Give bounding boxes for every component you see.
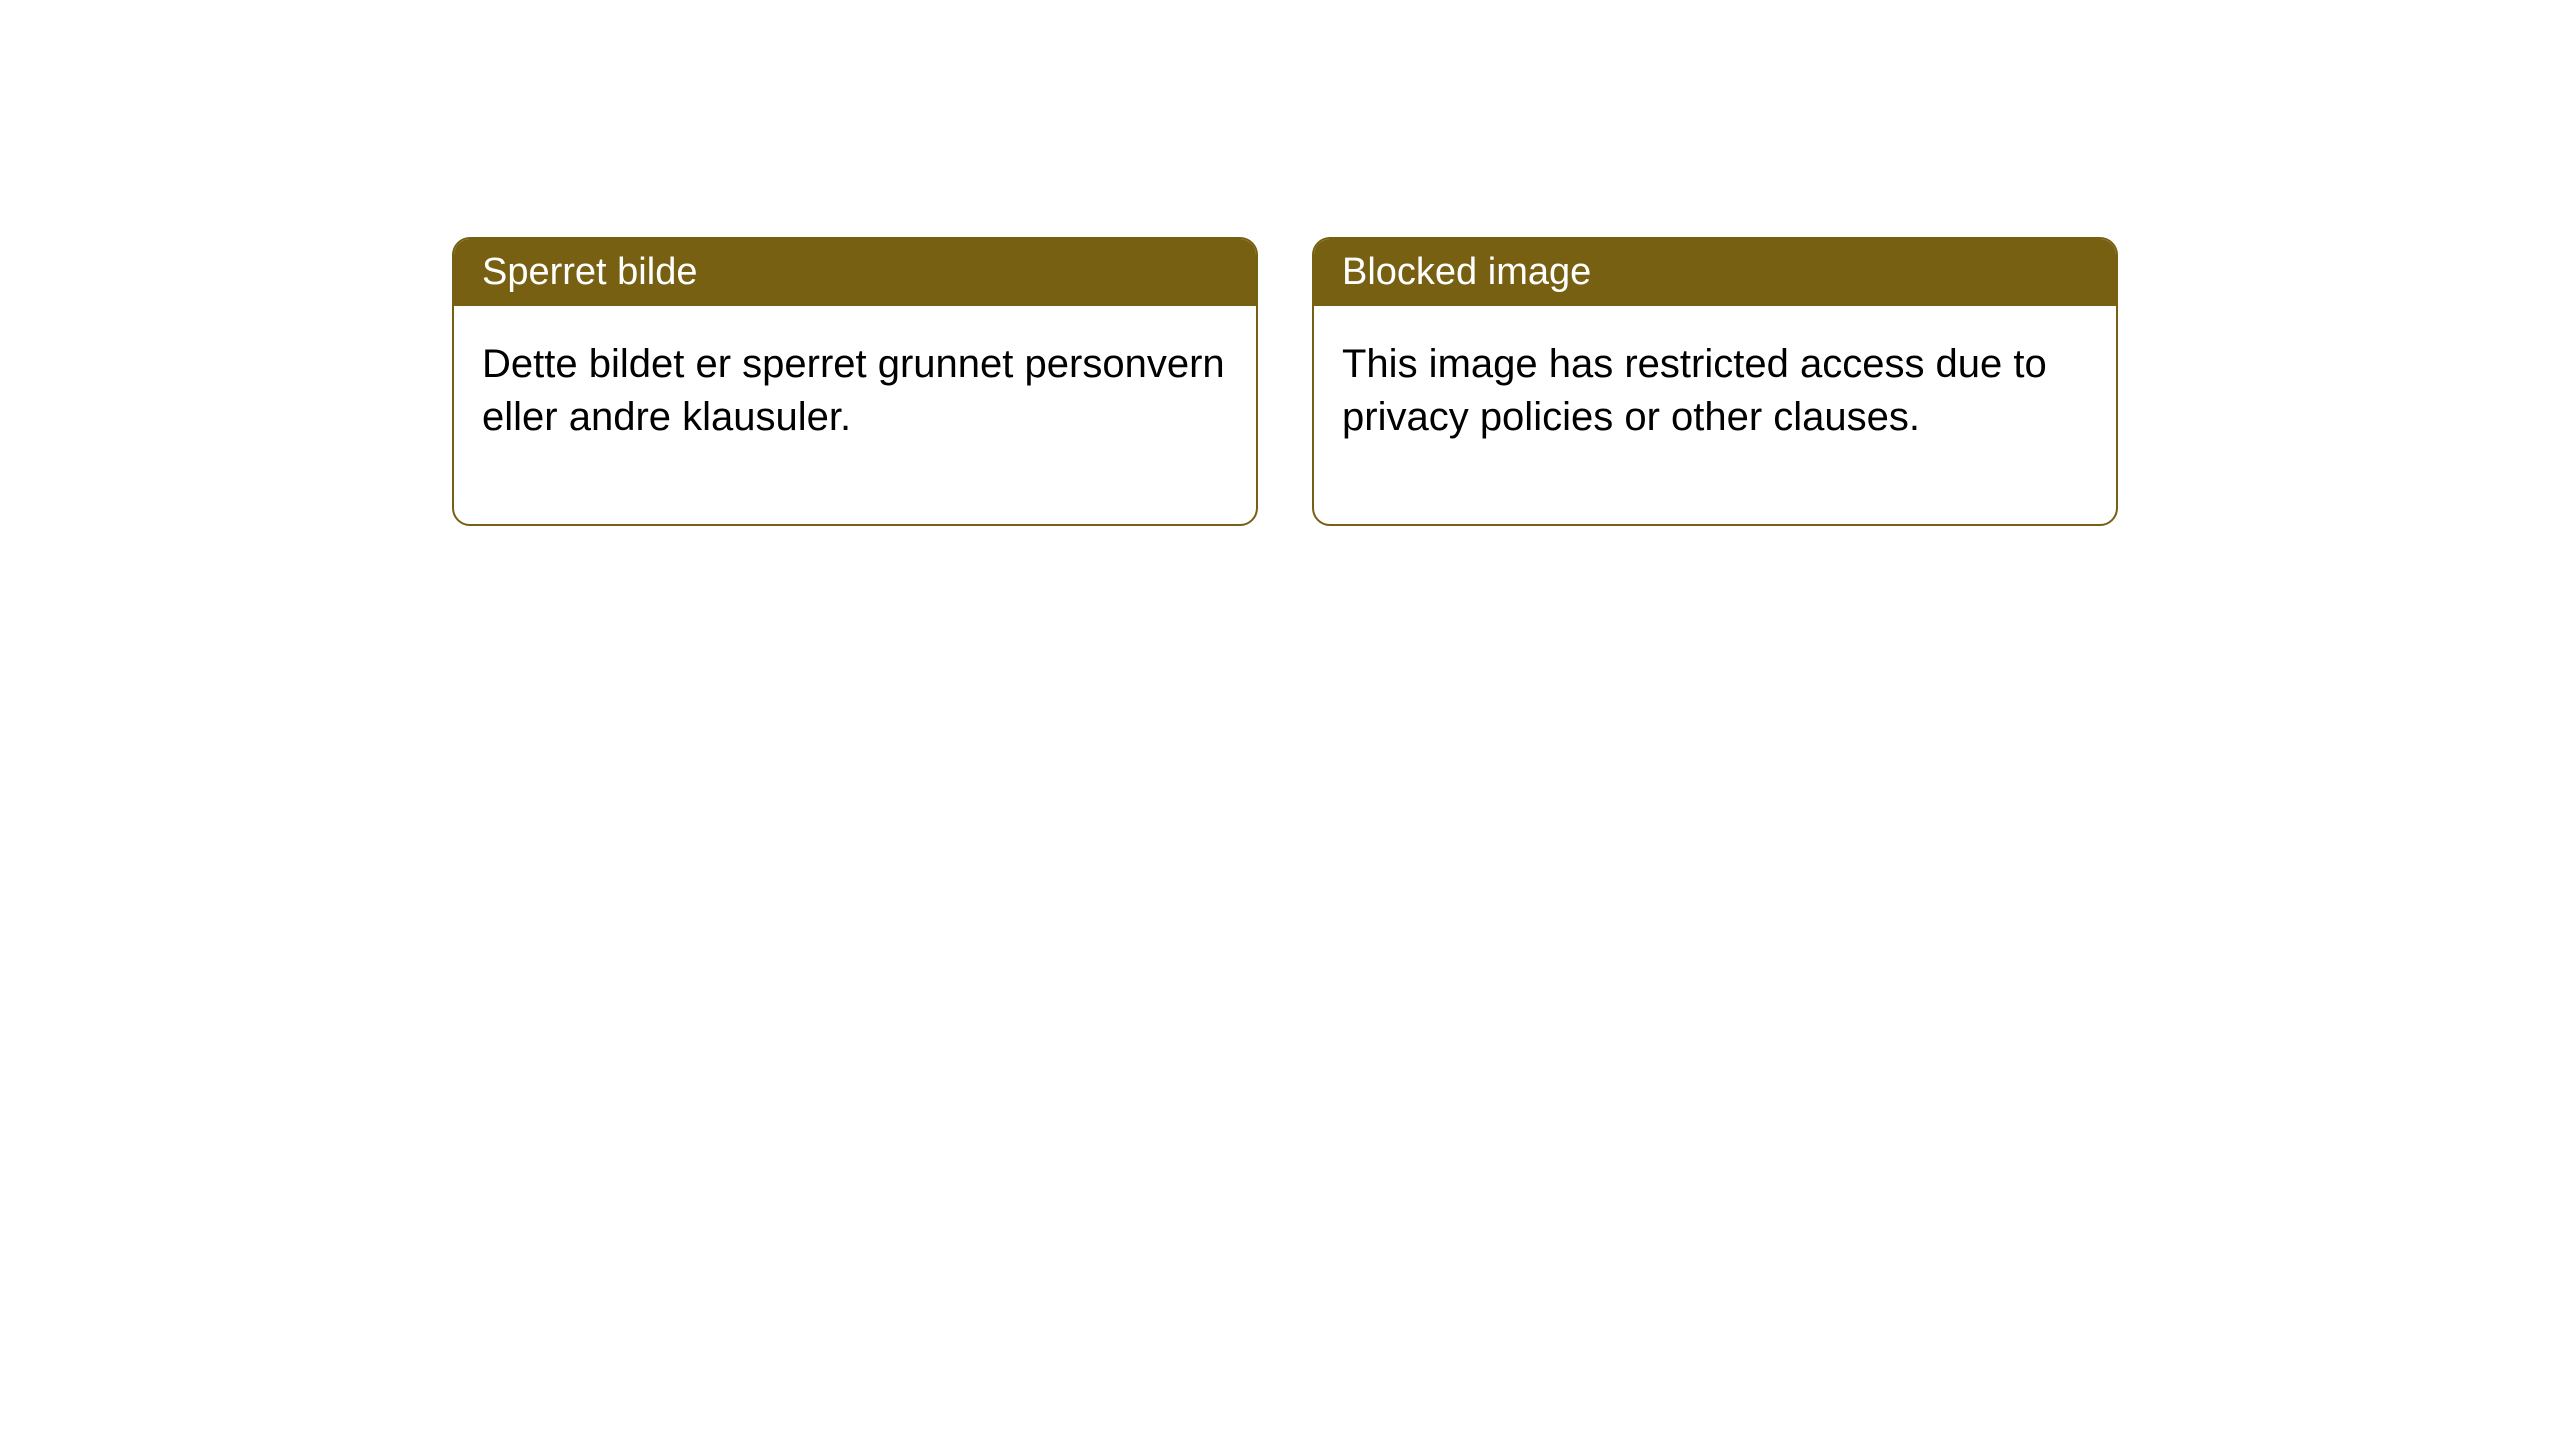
notice-card-title-english: Blocked image [1314, 239, 2116, 306]
notice-card-english: Blocked image This image has restricted … [1312, 237, 2118, 526]
notice-card-norwegian: Sperret bilde Dette bildet er sperret gr… [452, 237, 1258, 526]
notice-card-body-norwegian: Dette bildet er sperret grunnet personve… [454, 306, 1256, 524]
notice-cards-container: Sperret bilde Dette bildet er sperret gr… [0, 0, 2560, 526]
notice-card-body-english: This image has restricted access due to … [1314, 306, 2116, 524]
notice-card-title-norwegian: Sperret bilde [454, 239, 1256, 306]
